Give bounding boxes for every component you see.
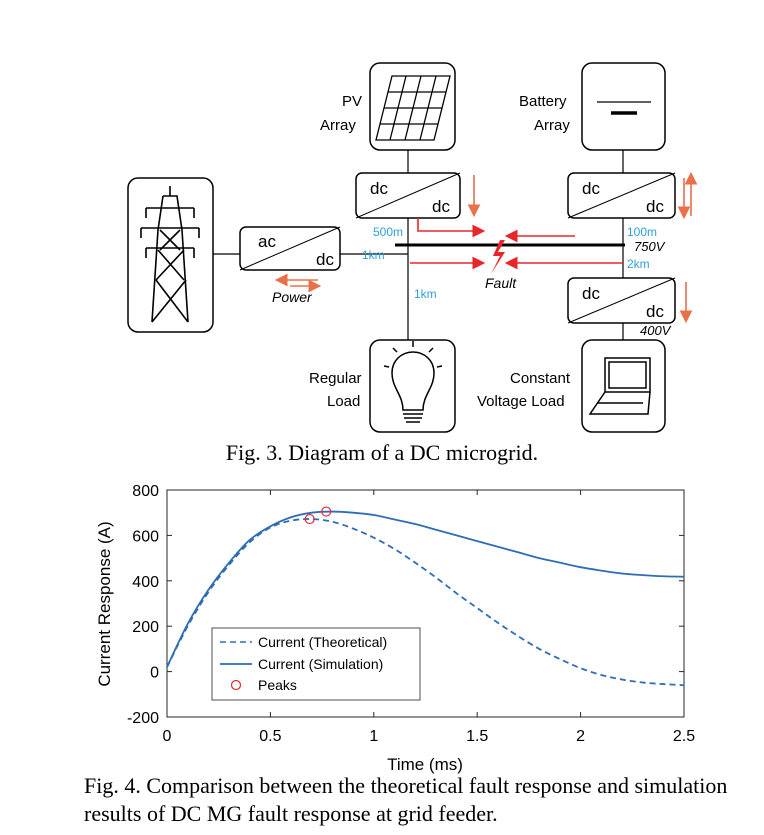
regular-load: Regular Load xyxy=(309,339,456,433)
y-tick-label: 600 xyxy=(132,528,159,545)
y-tick-label: 200 xyxy=(132,619,159,636)
length-1km-load: 1km xyxy=(414,287,437,301)
x-tick-label: 0.5 xyxy=(259,728,281,745)
fault-current-arrows xyxy=(410,218,623,270)
figure-4-caption: Fig. 4. Comparison between the theoretic… xyxy=(84,773,728,826)
svg-text:dc: dc xyxy=(432,197,450,216)
x-tick-label: 0 xyxy=(163,728,172,745)
battery-array: Battery Array xyxy=(519,62,666,151)
fault-label: Fault xyxy=(485,275,517,291)
solar-panel-icon xyxy=(375,75,451,141)
x-tick-label: 1 xyxy=(369,728,378,745)
legend: Current (Theoretical) Current (Simulatio… xyxy=(211,627,421,701)
svg-text:PV: PV xyxy=(342,93,362,110)
y-tick-label: 400 xyxy=(132,574,159,591)
svg-text:Constant: Constant xyxy=(510,370,571,387)
length-100m: 100m xyxy=(627,225,657,239)
voltage-400v: 400V xyxy=(640,323,672,338)
svg-text:dc: dc xyxy=(370,179,388,198)
series-layer xyxy=(166,506,685,687)
svg-text:dc: dc xyxy=(582,179,600,198)
svg-text:dc: dc xyxy=(646,197,664,216)
svg-text:dc: dc xyxy=(316,250,334,269)
fault-icon xyxy=(491,240,505,274)
tower-icon xyxy=(140,186,200,323)
load-dcdc-converter: dc dc xyxy=(567,277,676,324)
y-axis-ticks: -200 0 200 400 600 800 xyxy=(127,483,684,727)
legend-label-simulation: Current (Simulation) xyxy=(258,656,383,672)
wiring xyxy=(213,150,624,340)
x-axis-label: Time (ms) xyxy=(387,755,463,774)
power-label: Power xyxy=(272,289,313,305)
length-1km-grid: 1km xyxy=(362,248,385,262)
x-tick-label: 1.5 xyxy=(466,728,488,745)
constant-voltage-load: Constant Voltage Load xyxy=(477,339,666,433)
peak-marker xyxy=(304,513,315,525)
svg-text:Battery: Battery xyxy=(519,93,567,110)
svg-text:Voltage Load: Voltage Load xyxy=(477,393,565,410)
peak-marker xyxy=(321,506,332,517)
grid-tower xyxy=(127,177,214,333)
series-line-simulation xyxy=(166,510,685,668)
svg-text:dc: dc xyxy=(646,302,664,321)
microgrid-diagram: ac dc Power PV Array dc dc Batte xyxy=(127,62,698,433)
y-axis-label: Current Response (A) xyxy=(95,521,114,686)
pv-dcdc-converter: dc dc xyxy=(355,172,461,219)
figure-3-caption: Fig. 3. Diagram of a DC microgrid. xyxy=(225,440,539,465)
x-axis-ticks: 0 0.5 1 1.5 2 2.5 xyxy=(163,490,695,745)
legend-swatch-peaks xyxy=(230,679,242,691)
svg-text:Load: Load xyxy=(327,393,360,410)
lightbulb-icon xyxy=(383,341,443,423)
y-tick-label: -200 xyxy=(127,710,159,727)
length-2km: 2km xyxy=(627,257,650,271)
svg-text:Array: Array xyxy=(320,117,356,134)
svg-text:ac: ac xyxy=(258,232,276,251)
series-line-theoretical xyxy=(166,518,685,687)
legend-label-theoretical: Current (Theoretical) xyxy=(258,634,387,650)
length-500m: 500m xyxy=(373,225,403,239)
y-tick-label: 0 xyxy=(150,665,159,682)
acdc-converter: ac dc xyxy=(239,226,341,271)
legend-label-peaks: Peaks xyxy=(258,677,297,693)
battery-icon xyxy=(597,101,651,115)
voltage-750v: 750V xyxy=(634,239,666,254)
svg-text:dc: dc xyxy=(582,284,600,303)
x-tick-label: 2.5 xyxy=(673,728,695,745)
laptop-icon xyxy=(588,357,651,415)
x-tick-label: 2 xyxy=(576,728,585,745)
pv-array: PV Array xyxy=(320,62,456,151)
battery-dcdc-converter: dc dc xyxy=(567,172,676,219)
y-tick-label: 800 xyxy=(132,483,159,500)
svg-text:Regular: Regular xyxy=(309,370,362,387)
svg-text:Array: Array xyxy=(534,117,570,134)
